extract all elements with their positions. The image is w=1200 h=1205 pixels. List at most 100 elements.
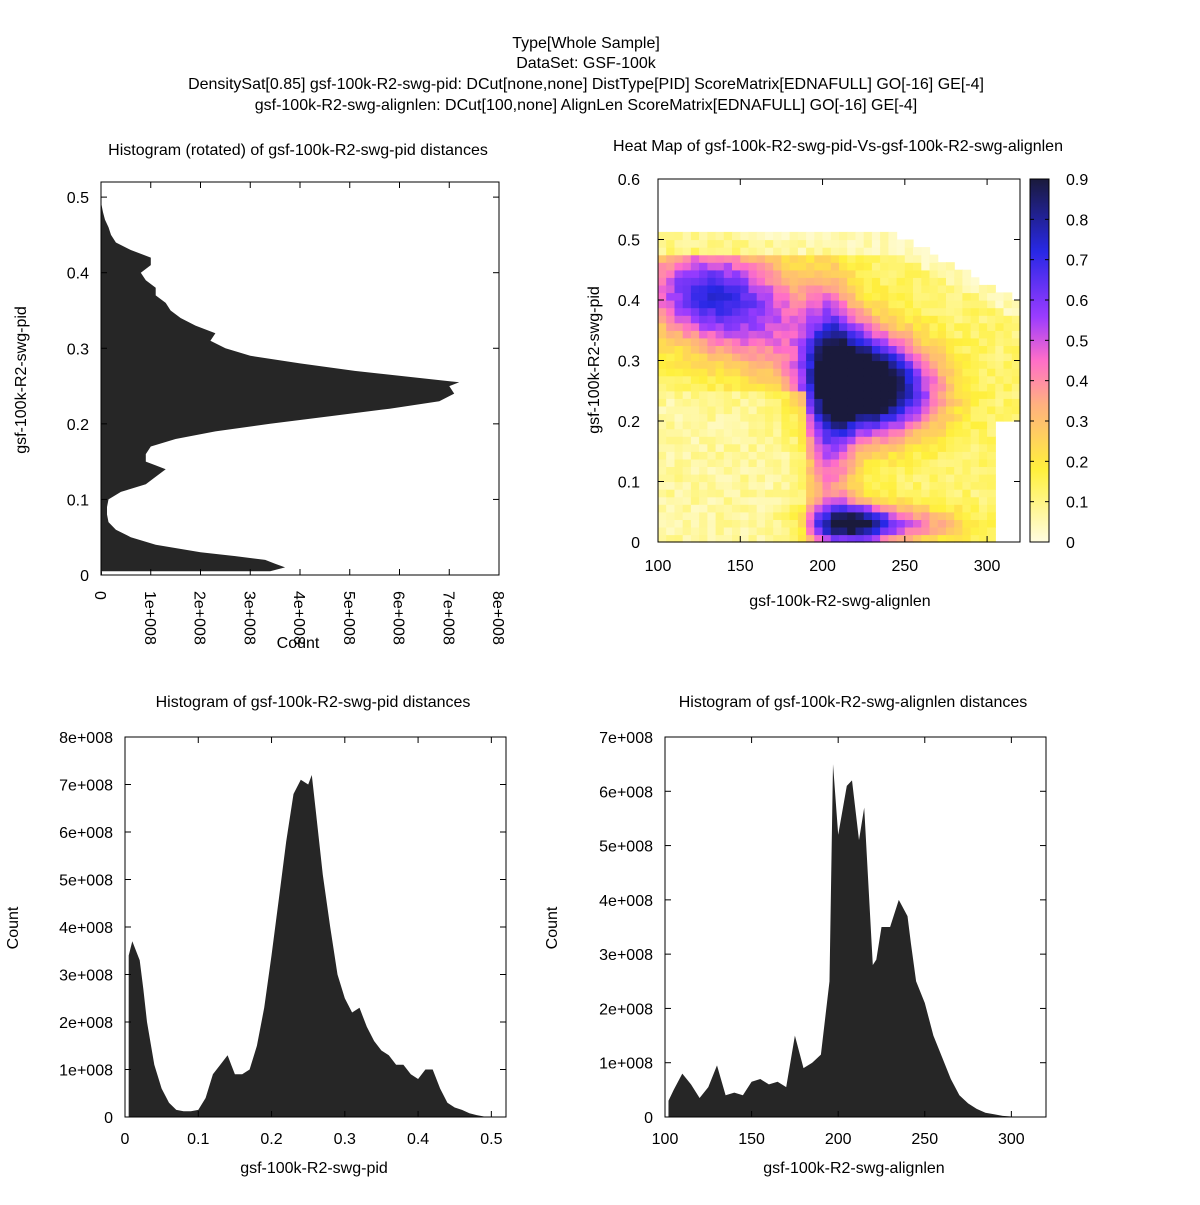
heatmap-cell bbox=[740, 511, 750, 520]
y-tick-label: 0.4 bbox=[618, 293, 640, 310]
heatmap-cell bbox=[839, 239, 848, 248]
heatmap-cell bbox=[987, 489, 996, 498]
heatmap-cell bbox=[658, 315, 667, 324]
heatmap-cell bbox=[690, 421, 700, 430]
heatmap-cell bbox=[1011, 352, 1021, 362]
heatmap-cell bbox=[715, 390, 725, 399]
heatmap-cell bbox=[830, 481, 840, 490]
heatmap-cell bbox=[871, 284, 881, 294]
heatmap-cell bbox=[987, 496, 996, 505]
heatmap-cell bbox=[888, 489, 898, 498]
heatmap-cell bbox=[789, 398, 799, 407]
heatmap-cell bbox=[871, 519, 881, 528]
heatmap-cell bbox=[723, 307, 733, 316]
heatmap-cell bbox=[699, 239, 708, 248]
heatmap-cell bbox=[715, 352, 725, 362]
heatmap-cell bbox=[674, 322, 684, 331]
heatmap-cell bbox=[855, 398, 865, 407]
heatmap-cell bbox=[765, 322, 774, 331]
heatmap-cell bbox=[946, 489, 955, 498]
heatmap-cell bbox=[921, 262, 931, 271]
heatmap-cell bbox=[773, 231, 782, 241]
heatmap-cell bbox=[937, 284, 947, 294]
heatmap-cell bbox=[896, 277, 906, 286]
heatmap-cell bbox=[765, 247, 774, 256]
heatmap-cell bbox=[732, 428, 741, 437]
heatmap-cell bbox=[666, 330, 675, 339]
heatmap-cell bbox=[765, 307, 774, 316]
heatmap-cell bbox=[674, 481, 684, 490]
heatmap-cell bbox=[1011, 405, 1021, 415]
heatmap-cell bbox=[896, 398, 906, 407]
heatmap-cell bbox=[970, 375, 980, 384]
heatmap-cell bbox=[756, 292, 766, 301]
heatmap-cell bbox=[929, 352, 939, 362]
heatmap-cell bbox=[806, 352, 815, 362]
heatmap-cell bbox=[806, 383, 815, 392]
heatmap-cell bbox=[995, 322, 1005, 331]
heatmap-cell bbox=[1003, 330, 1013, 339]
heatmap-cell bbox=[723, 473, 733, 483]
heatmap-cell bbox=[699, 262, 708, 271]
heatmap-cell bbox=[830, 352, 840, 362]
heatmap-cell bbox=[880, 496, 889, 505]
heatmap-cell bbox=[888, 383, 898, 392]
heatmap-cell bbox=[946, 337, 955, 346]
heatmap-cell bbox=[740, 383, 750, 392]
heatmap-cell bbox=[871, 451, 881, 460]
heatmap-cell bbox=[732, 383, 741, 392]
heatmap-cell bbox=[863, 300, 873, 309]
heatmap-cell bbox=[707, 337, 717, 346]
heatmap-cell bbox=[978, 451, 988, 460]
heatmap-cell bbox=[707, 511, 717, 520]
heatmap-cell bbox=[921, 481, 931, 490]
heatmap-cell bbox=[822, 254, 832, 263]
heatmap-cell bbox=[707, 436, 717, 445]
heatmap-cell bbox=[740, 247, 750, 256]
heatmap-cell bbox=[723, 534, 733, 543]
heatmap-cell bbox=[871, 254, 881, 263]
heatmap-cell bbox=[797, 466, 807, 475]
heatmap-cell bbox=[929, 322, 939, 331]
heatmap-cell bbox=[937, 345, 947, 354]
heatmap-title: Heat Map of gsf-100k-R2-swg-pid-Vs-gsf-1… bbox=[613, 138, 1063, 155]
heatmap-cell bbox=[995, 330, 1005, 339]
heatmap-cell bbox=[690, 398, 700, 407]
heatmap-cell bbox=[781, 496, 791, 505]
heatmap-cell bbox=[1011, 413, 1021, 422]
heatmap-cell bbox=[954, 534, 963, 543]
heatmap-cell bbox=[888, 352, 898, 362]
heatmap-cell bbox=[880, 390, 889, 399]
heatmap-cell bbox=[740, 496, 750, 505]
heatmap-cell bbox=[690, 292, 700, 301]
heatmap-cell bbox=[929, 398, 939, 407]
heatmap-cell bbox=[756, 413, 766, 422]
heatmap-cell bbox=[806, 496, 815, 505]
heatmap-cell bbox=[756, 489, 766, 498]
heatmap-cell bbox=[830, 345, 840, 354]
heatmap-cell bbox=[773, 239, 782, 248]
heatmap-cell bbox=[888, 231, 898, 241]
heatmap-cell bbox=[863, 496, 873, 505]
heatmap-cell bbox=[937, 534, 947, 543]
heatmap-cell bbox=[987, 405, 996, 415]
heatmap-cell bbox=[978, 481, 988, 490]
heatmap-cell bbox=[830, 262, 840, 271]
heatmap-cell bbox=[913, 277, 922, 286]
heatmap-cell bbox=[765, 262, 774, 271]
heatmap-cell bbox=[666, 239, 675, 248]
heatmap-cell bbox=[814, 496, 824, 505]
heatmap-cell bbox=[847, 345, 856, 354]
heatmap-cell bbox=[871, 511, 881, 520]
heatmap-cell bbox=[806, 300, 815, 309]
heatmap-cell bbox=[797, 277, 807, 286]
heatmap-cell bbox=[995, 292, 1005, 301]
heatmap-cell bbox=[674, 428, 684, 437]
heatmap-cell bbox=[830, 269, 840, 278]
heatmap-cell bbox=[658, 254, 667, 263]
heatmap-cell bbox=[830, 504, 840, 513]
heatmap-cell bbox=[699, 277, 708, 286]
heatmap-cell bbox=[855, 511, 865, 520]
heatmap-cell bbox=[962, 496, 972, 505]
heatmap-cell bbox=[913, 322, 922, 331]
